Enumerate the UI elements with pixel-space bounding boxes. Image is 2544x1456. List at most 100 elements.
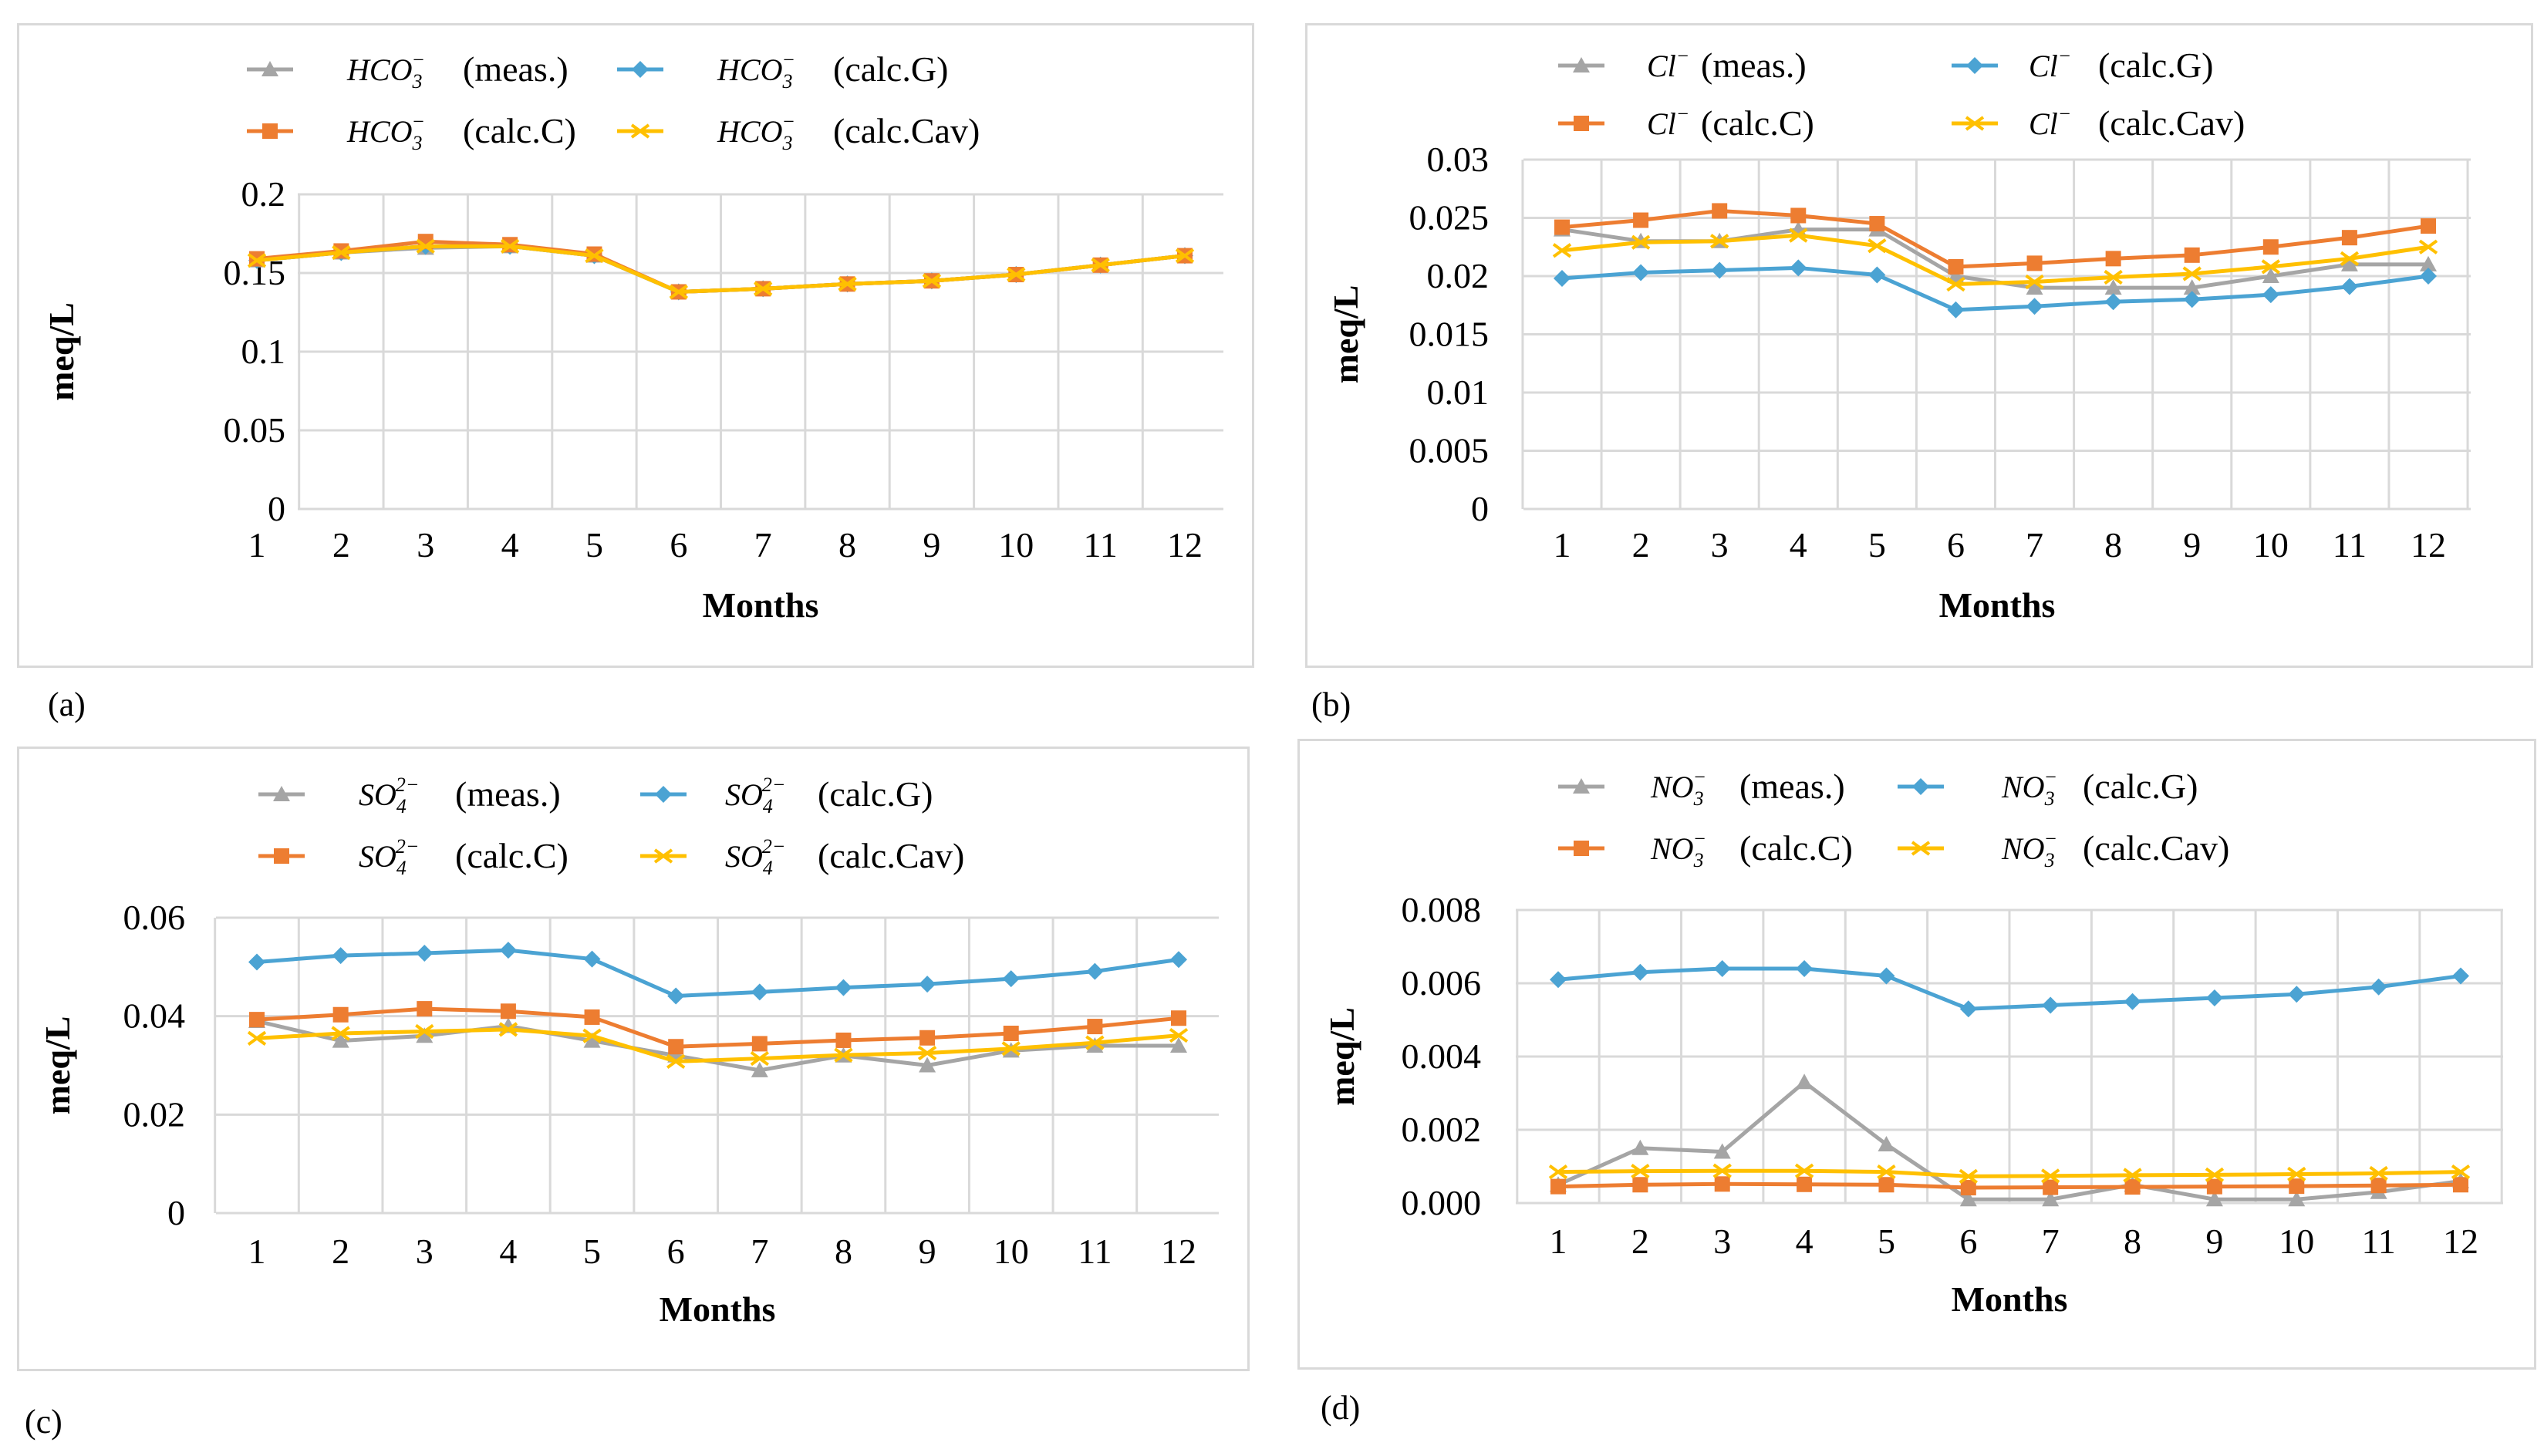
panel-a-xtick-label: 1 [248, 525, 266, 565]
panel-d-xaxis-title: Months [1952, 1279, 2068, 1319]
panel-c-point-calcG [667, 987, 685, 1005]
panel-c-point-calcG [499, 942, 517, 959]
panel-b-legend-marker-meas [1573, 57, 1590, 72]
panel-c-legend-marker-calcCav [653, 848, 673, 864]
panel-b-legend-label-meas: (meas.) [1701, 46, 1807, 85]
panel-b-point-calcC [2421, 218, 2436, 234]
panel-b-xtick-label: 1 [1554, 525, 1571, 565]
panel-d-point-calcG [2452, 967, 2469, 985]
panel-d-point-calcCav [1712, 1163, 1732, 1178]
panel-b-point-meas [2340, 255, 2358, 271]
panel-c-point-calcC [1003, 1026, 1019, 1042]
panel-c-xtick-label: 5 [583, 1232, 601, 1271]
panel-b-legend-ion-calcC: Cl− [1647, 103, 1689, 141]
panel-b-legend-ion-calcG: Cl− [2029, 45, 2071, 83]
panel-d-ytick-label: 0.006 [1402, 963, 1482, 1003]
panel-a-xtick-label: 7 [754, 525, 772, 565]
panel-b-point-calcG [2340, 278, 2358, 295]
panel-b-series-line-calcCav [1561, 233, 2429, 287]
panel-a-yaxis-title: meq/L [42, 302, 81, 401]
panel-b-point-calcG [1711, 261, 1729, 279]
panel-c-point-calcG [835, 979, 852, 996]
panel-d-point-calcCav [1959, 1168, 1978, 1184]
panel-d-xtick-label: 10 [2279, 1222, 2314, 1261]
panel-b-ytick-label: 0 [1471, 489, 1489, 528]
panel-d-series-line-calcC [1557, 1181, 2461, 1190]
panel-c-point-meas [332, 1032, 349, 1048]
panel-b-point-calcC [2184, 247, 2200, 263]
panel-b-point-calcG [1632, 264, 1650, 281]
panel-a-legend-label-calcG: (calc.G) [833, 49, 948, 89]
panel-b-series-line-calcG [1561, 265, 2429, 312]
panel-b-point-meas [2262, 268, 2279, 283]
panel-c-point-calcG [1002, 970, 1020, 988]
panel-c-legend-marker-calcG [655, 786, 672, 803]
panel-b-point-calcCav [1946, 276, 1965, 292]
panel-d-point-calcG [1878, 967, 1895, 985]
panel-c-series-line-meas [256, 1019, 1179, 1073]
panel-b-legend-label-calcC: (calc.C) [1701, 103, 1814, 143]
panel-d-point-calcG [2205, 989, 2223, 1006]
panel-b-point-calcC [2026, 255, 2043, 271]
panel-a-ytick-label: 0.05 [224, 410, 286, 450]
panel-a-legend-ion-calcCav: HCO3− [717, 110, 795, 154]
panel-d-point-calcC [2043, 1179, 2059, 1195]
panel-b-legend-label-calcCav: (calc.Cav) [2098, 103, 2245, 143]
panel-a-xtick-label: 12 [1167, 525, 1203, 565]
panel-c-series-line-calcC [256, 1006, 1179, 1049]
panel-b-xtick-label: 11 [2333, 525, 2367, 565]
panel-c-point-calcC [584, 1009, 600, 1025]
panel-a-ytick-label: 0 [268, 489, 285, 528]
panel-d-point-meas [2205, 1191, 2223, 1207]
panel-a-ytick-label: 0.1 [241, 332, 286, 371]
panel-label-c: (c) [25, 1403, 62, 1441]
panel-c-legend-marker-calcC [274, 848, 289, 864]
panel-a-legend-label-meas: (meas.) [463, 49, 569, 89]
panel-a-ytick-label: 0.2 [241, 174, 286, 214]
panel-c-point-calcCav [834, 1047, 853, 1063]
panel-a-xtick-label: 10 [998, 525, 1034, 565]
panel-d-point-calcC [2453, 1177, 2468, 1193]
panel-d-yaxis-title: meq/L [1322, 1007, 1361, 1106]
panel-c-point-calcC [668, 1039, 684, 1055]
panel-c-legend-marker-meas [273, 786, 290, 801]
panel-c-point-calcCav [666, 1053, 686, 1070]
panel-b-point-calcG [1554, 270, 1571, 288]
panel-c-point-calcCav [917, 1045, 937, 1061]
panel-c-legend-label-calcG: (calc.G) [818, 774, 933, 814]
panel-c-point-calcC [500, 1003, 516, 1020]
panel-a-point-calcCav [500, 238, 520, 254]
panel-d-point-calcG [2370, 978, 2387, 996]
panel-a-xtick-label: 8 [838, 525, 856, 565]
panel-c-point-calcG [332, 947, 349, 965]
panel-b-point-calcCav [1789, 228, 1808, 243]
panel-d-xtick-label: 9 [2205, 1222, 2223, 1261]
panel-a-point-calcCav [669, 284, 688, 300]
panel-c-series-line-calcG [256, 948, 1179, 998]
panel-b-xaxis-title: Months [1939, 585, 2056, 625]
panel-d-legend-marker-meas [1573, 778, 1590, 794]
panel-d-ytick-label: 0.008 [1402, 890, 1482, 929]
panel-a-point-calcCav [838, 276, 857, 292]
panel-d-xtick-label: 7 [2042, 1222, 2060, 1261]
panel-d-series-line-calcG [1557, 966, 2461, 1011]
panel-a-series-line-calcCav [256, 244, 1186, 294]
panel-b-ytick-label: 0.025 [1409, 198, 1490, 238]
panel-b-ytick-label: 0.02 [1427, 256, 1490, 295]
panel-c-legend-ion-calcCav: SO42− [725, 835, 785, 879]
panel-b-ytick-label: 0.005 [1409, 431, 1490, 470]
panel-c-ytick-label: 0.02 [123, 1094, 186, 1134]
panel-d-point-calcC [2370, 1178, 2387, 1194]
panel-d-point-calcCav [1548, 1164, 1568, 1180]
panel-c-point-calcCav [247, 1030, 267, 1046]
panel-d-point-calcCav [2369, 1165, 2388, 1181]
panel-d-ytick-label: 0.002 [1402, 1110, 1482, 1149]
panel-a-legend-ion-calcC: HCO3− [346, 110, 425, 154]
panel-d-point-calcCav [1877, 1164, 1896, 1180]
panel-b-xtick-label: 10 [2253, 525, 2289, 565]
panel-a-point-calcCav [332, 244, 351, 261]
panel-d-legend-marker-calcG [1912, 778, 1929, 795]
panel-b-legend-marker-calcG [1966, 57, 1983, 74]
panel-c-point-calcCav [415, 1023, 434, 1040]
panel-b-ytick-label: 0.015 [1409, 315, 1490, 354]
